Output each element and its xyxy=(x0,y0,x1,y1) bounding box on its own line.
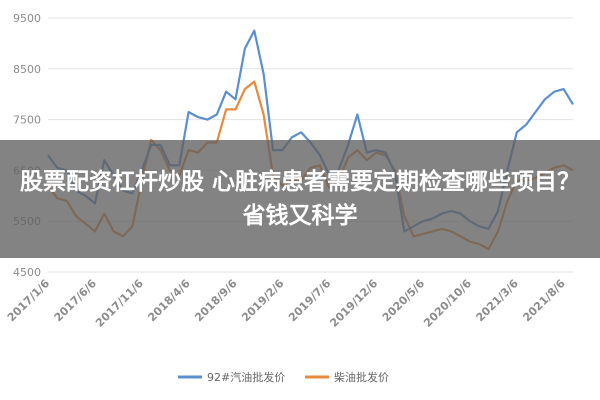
x-tick-label: 2018/4/6 xyxy=(145,277,193,325)
legend-label-92: 92#汽油批发价 xyxy=(207,370,285,384)
x-tick-label: 2020/10/6 xyxy=(421,277,474,330)
x-tick-label: 2019/2/6 xyxy=(239,277,287,325)
x-tick-label: 2021/8/6 xyxy=(520,277,568,325)
x-tick-label: 2017/1/6 xyxy=(5,277,53,325)
x-tick-label: 2019/7/6 xyxy=(286,277,334,325)
y-tick-label: 7500 xyxy=(13,114,41,127)
y-tick-label: 9500 xyxy=(13,12,41,25)
x-tick-label: 2017/11/6 xyxy=(93,277,146,330)
article-title[interactable]: 股票配资杠杆炒股 心脏病患者需要定期检查哪些项目？省钱又科学 xyxy=(19,169,580,229)
x-tick-label: 2021/3/6 xyxy=(474,277,522,325)
y-tick-label: 4500 xyxy=(13,266,41,279)
y-tick-label: 8500 xyxy=(13,63,41,76)
x-tick-label: 2018/9/6 xyxy=(192,277,240,325)
legend-label-diesel: 柴油批发价 xyxy=(334,370,389,384)
article-title-banner: 股票配资杠杆炒股 心脏病患者需要定期检查哪些项目？省钱又科学 xyxy=(0,140,600,258)
x-tick-label: 2019/12/6 xyxy=(327,277,380,330)
x-tick-label: 2020/5/6 xyxy=(380,277,428,325)
legend: 92#汽油批发价 柴油批发价 xyxy=(178,370,389,384)
x-tick-label: 2017/6/6 xyxy=(52,277,100,325)
